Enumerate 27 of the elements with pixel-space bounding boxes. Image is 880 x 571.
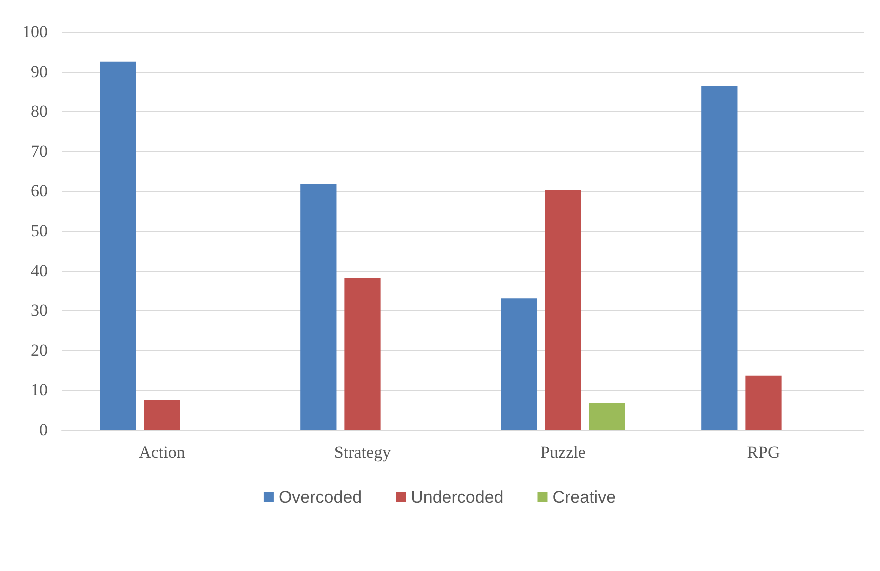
- y-tick-label: 40: [31, 261, 48, 280]
- y-tick-label: 0: [40, 420, 48, 440]
- y-tick-label: 70: [31, 142, 48, 161]
- y-tick-label: 80: [31, 102, 48, 122]
- bar: [746, 376, 782, 430]
- bar: [100, 62, 136, 430]
- y-tick-label: 90: [31, 62, 48, 82]
- y-tick-label: 20: [31, 340, 48, 360]
- bar: [300, 184, 337, 430]
- y-tick-label: 100: [22, 22, 48, 42]
- bar: [501, 298, 538, 430]
- x-tick-label: Strategy: [334, 443, 392, 462]
- x-tick-label: Action: [139, 443, 186, 462]
- legend-label: Overcoded: [278, 488, 362, 507]
- bar: [702, 86, 738, 430]
- bar: [589, 403, 626, 430]
- bar: [144, 400, 180, 430]
- y-tick-label: 60: [31, 182, 48, 201]
- y-tick-label: 10: [31, 380, 48, 400]
- y-tick-label: 50: [31, 222, 48, 240]
- legend-label: Creative: [552, 488, 616, 507]
- bar: [545, 190, 582, 430]
- y-tick-label: 30: [31, 301, 48, 320]
- x-tick-label: RPG: [747, 443, 780, 462]
- legend-label: Undercoded: [411, 488, 504, 507]
- bar: [344, 278, 381, 430]
- x-tick-label: Puzzle: [540, 443, 586, 462]
